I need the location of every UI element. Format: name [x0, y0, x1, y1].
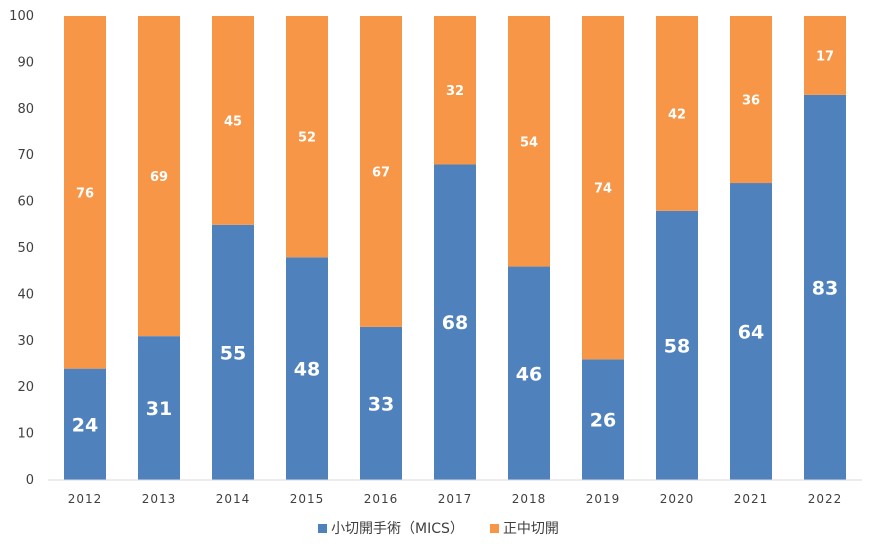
data-label-median: 54: [520, 135, 538, 150]
data-label-mics: 48: [294, 359, 320, 381]
data-label-mics: 68: [442, 312, 468, 334]
y-tick-label: 50: [17, 241, 34, 256]
bar-median: [730, 16, 772, 184]
legend-swatch-mics: [318, 523, 328, 533]
data-label-mics: 26: [590, 410, 616, 432]
bar-median: [434, 16, 476, 165]
data-label-median: 17: [816, 49, 834, 64]
y-tick-label: 60: [17, 195, 34, 210]
bar-mics: [286, 257, 328, 480]
legend-label-mics: 小切開手術（MICS）: [331, 521, 464, 537]
bar-median: [656, 16, 698, 211]
x-tick-label: 2014: [216, 492, 251, 506]
bar-mics: [138, 336, 180, 480]
bar-mics: [804, 94, 846, 480]
x-tick-label: 2015: [290, 492, 325, 506]
data-label-median: 36: [742, 94, 760, 109]
legend-swatch-median: [489, 523, 499, 533]
bar-mics: [582, 359, 624, 480]
y-tick-label: 30: [17, 334, 34, 349]
x-tick-label: 2022: [808, 492, 843, 506]
x-tick-label: 2021: [734, 492, 769, 506]
bar-mics: [730, 183, 772, 481]
x-tick-label: 2019: [586, 492, 621, 506]
bar-mics: [360, 326, 402, 480]
y-tick-label: 10: [17, 427, 34, 442]
data-label-median: 76: [76, 186, 94, 201]
bar-median: [508, 16, 550, 267]
bar-mics: [212, 224, 254, 480]
legend: 小切開手術（MICS） 正中切開: [0, 518, 877, 538]
bar-median: [360, 16, 402, 327]
bar-median: [582, 16, 624, 360]
data-label-mics: 64: [738, 322, 764, 344]
data-label-median: 32: [446, 84, 464, 99]
bar-median: [64, 16, 106, 369]
x-tick-label: 2012: [68, 492, 103, 506]
y-tick-label: 70: [17, 148, 34, 163]
legend-item-mics: 小切開手術（MICS）: [318, 518, 464, 538]
y-tick-label: 80: [17, 102, 34, 117]
x-tick-label: 2013: [142, 492, 177, 506]
y-tick-label: 20: [17, 380, 34, 395]
y-tick-label: 90: [17, 55, 34, 70]
data-label-mics: 83: [812, 277, 838, 299]
x-tick-label: 2016: [364, 492, 399, 506]
data-label-median: 52: [298, 131, 316, 146]
data-label-median: 45: [224, 114, 242, 129]
bar-median: [286, 16, 328, 258]
data-label-mics: 58: [664, 335, 690, 357]
bar-median: [212, 16, 254, 225]
bar-mics: [64, 368, 106, 480]
y-tick-label: 0: [26, 473, 34, 488]
data-label-mics: 33: [368, 393, 394, 415]
bar-mics: [434, 164, 476, 481]
data-label-median: 67: [372, 165, 390, 180]
x-tick-label: 2020: [660, 492, 695, 506]
data-label-median: 42: [668, 107, 686, 122]
y-tick-label: 100: [9, 9, 34, 24]
data-label-mics: 24: [72, 414, 98, 436]
bar-median: [138, 16, 180, 337]
legend-label-median: 正中切開: [502, 521, 559, 537]
y-tick-label: 40: [17, 287, 34, 302]
x-tick-label: 2017: [438, 492, 473, 506]
data-label-mics: 55: [220, 342, 246, 364]
legend-item-median: 正中切開: [489, 518, 559, 538]
data-label-median: 74: [594, 182, 612, 197]
x-tick-label: 2018: [512, 492, 547, 506]
data-label-mics: 46: [516, 363, 542, 385]
data-label-mics: 31: [146, 398, 172, 420]
bar-median: [804, 16, 846, 95]
data-label-median: 69: [150, 170, 168, 185]
bar-mics: [508, 266, 550, 480]
bar-mics: [656, 210, 698, 480]
